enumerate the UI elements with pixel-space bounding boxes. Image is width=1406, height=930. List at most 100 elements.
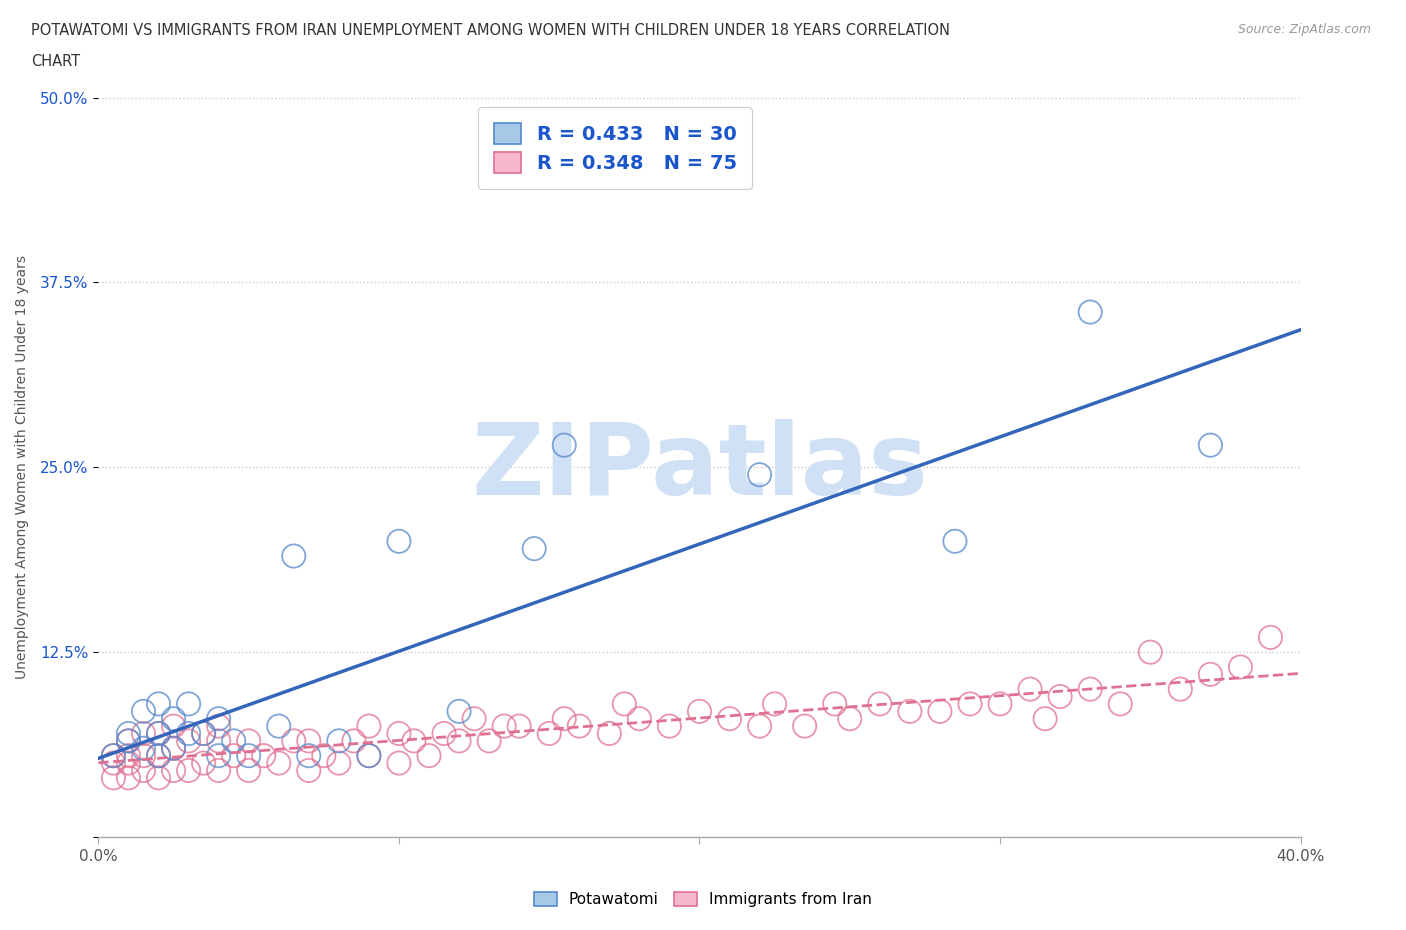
Point xyxy=(388,534,411,549)
Point xyxy=(177,697,200,711)
Point xyxy=(763,697,786,711)
Point xyxy=(298,749,321,764)
Point xyxy=(793,719,815,734)
Point xyxy=(328,755,350,770)
Point xyxy=(357,749,380,764)
Point xyxy=(1049,689,1071,704)
Point xyxy=(898,704,921,719)
Point xyxy=(1078,682,1101,697)
Point xyxy=(478,734,501,749)
Point xyxy=(177,734,200,749)
Point xyxy=(177,763,200,777)
Point xyxy=(869,697,891,711)
Point xyxy=(117,726,139,741)
Text: POTAWATOMI VS IMMIGRANTS FROM IRAN UNEMPLOYMENT AMONG WOMEN WITH CHILDREN UNDER : POTAWATOMI VS IMMIGRANTS FROM IRAN UNEMP… xyxy=(31,23,950,38)
Text: CHART: CHART xyxy=(31,54,80,69)
Point xyxy=(117,734,139,749)
Point xyxy=(208,749,231,764)
Point xyxy=(283,734,305,749)
Point xyxy=(162,741,184,756)
Point xyxy=(132,741,155,756)
Point xyxy=(447,704,470,719)
Point xyxy=(1019,682,1042,697)
Point xyxy=(132,763,155,777)
Point xyxy=(1139,644,1161,659)
Point xyxy=(208,763,231,777)
Point xyxy=(103,770,125,785)
Point xyxy=(283,549,305,564)
Point xyxy=(494,719,516,734)
Legend: Potawatomi, Immigrants from Iran: Potawatomi, Immigrants from Iran xyxy=(526,884,880,915)
Point xyxy=(208,734,231,749)
Point xyxy=(298,763,321,777)
Point xyxy=(959,697,981,711)
Point xyxy=(568,719,591,734)
Point xyxy=(824,697,846,711)
Point xyxy=(402,734,425,749)
Point xyxy=(523,541,546,556)
Point xyxy=(267,719,290,734)
Point xyxy=(117,770,139,785)
Point xyxy=(103,755,125,770)
Point xyxy=(447,734,470,749)
Point xyxy=(148,749,170,764)
Point xyxy=(357,749,380,764)
Text: ZIPatlas: ZIPatlas xyxy=(471,418,928,516)
Point xyxy=(388,755,411,770)
Point xyxy=(508,719,530,734)
Point xyxy=(988,697,1011,711)
Y-axis label: Unemployment Among Women with Children Under 18 years: Unemployment Among Women with Children U… xyxy=(15,256,30,679)
Point xyxy=(688,704,710,719)
Point xyxy=(222,734,245,749)
Point xyxy=(628,711,651,726)
Point xyxy=(148,770,170,785)
Point xyxy=(357,719,380,734)
Point xyxy=(838,711,860,726)
Point xyxy=(1078,305,1101,320)
Point xyxy=(193,726,215,741)
Point xyxy=(328,734,350,749)
Point xyxy=(208,719,231,734)
Point xyxy=(117,755,139,770)
Point xyxy=(388,726,411,741)
Point xyxy=(238,749,260,764)
Point xyxy=(132,749,155,764)
Text: Source: ZipAtlas.com: Source: ZipAtlas.com xyxy=(1237,23,1371,36)
Point xyxy=(132,704,155,719)
Point xyxy=(117,749,139,764)
Point xyxy=(929,704,952,719)
Point xyxy=(658,719,681,734)
Point xyxy=(943,534,966,549)
Point xyxy=(162,719,184,734)
Point xyxy=(148,697,170,711)
Point xyxy=(463,711,485,726)
Point xyxy=(748,467,770,482)
Point xyxy=(162,741,184,756)
Legend: R = 0.433   N = 30, R = 0.348   N = 75: R = 0.433 N = 30, R = 0.348 N = 75 xyxy=(478,107,752,189)
Point xyxy=(1109,697,1132,711)
Point xyxy=(117,734,139,749)
Point xyxy=(1229,659,1251,674)
Point xyxy=(238,763,260,777)
Point xyxy=(538,726,561,741)
Point xyxy=(553,711,575,726)
Point xyxy=(433,726,456,741)
Point xyxy=(162,763,184,777)
Point xyxy=(132,726,155,741)
Point xyxy=(1033,711,1056,726)
Point xyxy=(103,749,125,764)
Point xyxy=(208,711,231,726)
Point xyxy=(343,734,366,749)
Point xyxy=(298,734,321,749)
Point xyxy=(267,755,290,770)
Point xyxy=(162,711,184,726)
Point xyxy=(598,726,620,741)
Point xyxy=(1260,630,1282,644)
Point xyxy=(1199,667,1222,682)
Point xyxy=(148,726,170,741)
Point xyxy=(222,749,245,764)
Point xyxy=(148,749,170,764)
Point xyxy=(718,711,741,726)
Point xyxy=(103,749,125,764)
Point xyxy=(1170,682,1192,697)
